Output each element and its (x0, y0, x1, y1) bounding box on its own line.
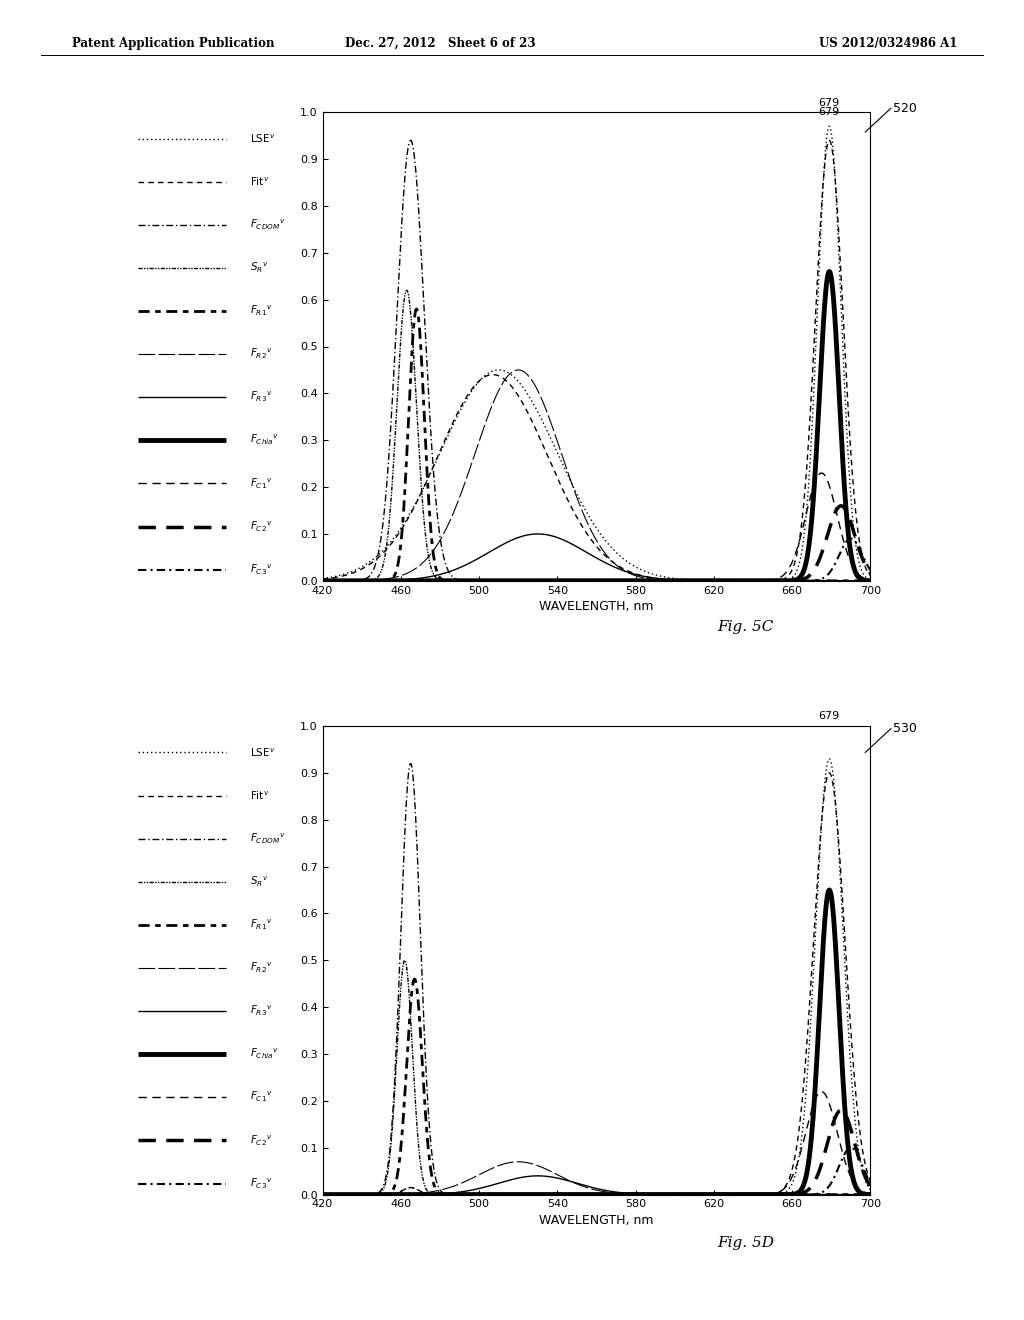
Text: $\mathit{F}_{C3}$$^{v}$: $\mathit{F}_{C3}$$^{v}$ (250, 1176, 272, 1191)
Text: 520: 520 (893, 102, 916, 115)
Text: $\mathit{F}_{R3}$$^{v}$: $\mathit{F}_{R3}$$^{v}$ (250, 391, 272, 404)
Text: $\mathit{F}_{R2}$$^{v}$: $\mathit{F}_{R2}$$^{v}$ (250, 961, 272, 975)
Text: Dec. 27, 2012   Sheet 6 of 23: Dec. 27, 2012 Sheet 6 of 23 (345, 37, 536, 50)
Text: Fig. 5D: Fig. 5D (717, 1237, 774, 1250)
Text: $\mathit{F}_{Chla}$$^{v}$: $\mathit{F}_{Chla}$$^{v}$ (250, 433, 279, 447)
Text: 530: 530 (893, 722, 916, 735)
Text: Patent Application Publication: Patent Application Publication (72, 37, 274, 50)
X-axis label: WAVELENGTH, nm: WAVELENGTH, nm (540, 599, 653, 612)
Text: LSE$^{v}$: LSE$^{v}$ (250, 746, 275, 759)
Text: $\mathit{S}_R$$^{v}$: $\mathit{S}_R$$^{v}$ (250, 875, 268, 888)
Text: 679: 679 (818, 711, 840, 721)
Text: $\mathit{F}_{C1}$$^{v}$: $\mathit{F}_{C1}$$^{v}$ (250, 1090, 272, 1105)
Text: $\mathit{F}_{R1}$$^{v}$: $\mathit{F}_{R1}$$^{v}$ (250, 304, 272, 318)
Text: $\mathit{F}_{C1}$$^{v}$: $\mathit{F}_{C1}$$^{v}$ (250, 477, 272, 491)
Text: Fit$^{v}$: Fit$^{v}$ (250, 176, 269, 187)
Text: $\mathit{F}_{R2}$$^{v}$: $\mathit{F}_{R2}$$^{v}$ (250, 347, 272, 362)
Text: $\mathit{F}_{Chla}$$^{v}$: $\mathit{F}_{Chla}$$^{v}$ (250, 1047, 279, 1061)
Text: $\mathit{F}_{CDOM}$$^{v}$: $\mathit{F}_{CDOM}$$^{v}$ (250, 832, 286, 846)
Text: 679: 679 (818, 98, 840, 107)
Text: LSE$^{v}$: LSE$^{v}$ (250, 132, 275, 145)
Text: $\mathit{F}_{R3}$$^{v}$: $\mathit{F}_{R3}$$^{v}$ (250, 1005, 272, 1018)
Text: US 2012/0324986 A1: US 2012/0324986 A1 (819, 37, 957, 50)
Text: $\mathit{F}_{CDOM}$$^{v}$: $\mathit{F}_{CDOM}$$^{v}$ (250, 218, 286, 232)
Text: 679: 679 (818, 107, 840, 117)
X-axis label: WAVELENGTH, nm: WAVELENGTH, nm (540, 1213, 653, 1226)
Text: Fit$^{v}$: Fit$^{v}$ (250, 789, 269, 801)
Text: $\mathit{S}_R$$^{v}$: $\mathit{S}_R$$^{v}$ (250, 261, 268, 275)
Text: $\mathit{F}_{C3}$$^{v}$: $\mathit{F}_{C3}$$^{v}$ (250, 562, 272, 577)
Text: $\mathit{F}_{C2}$$^{v}$: $\mathit{F}_{C2}$$^{v}$ (250, 1134, 272, 1147)
Text: Fig. 5C: Fig. 5C (717, 620, 773, 634)
Text: $\mathit{F}_{R1}$$^{v}$: $\mathit{F}_{R1}$$^{v}$ (250, 917, 272, 932)
Text: $\mathit{F}_{C2}$$^{v}$: $\mathit{F}_{C2}$$^{v}$ (250, 520, 272, 533)
